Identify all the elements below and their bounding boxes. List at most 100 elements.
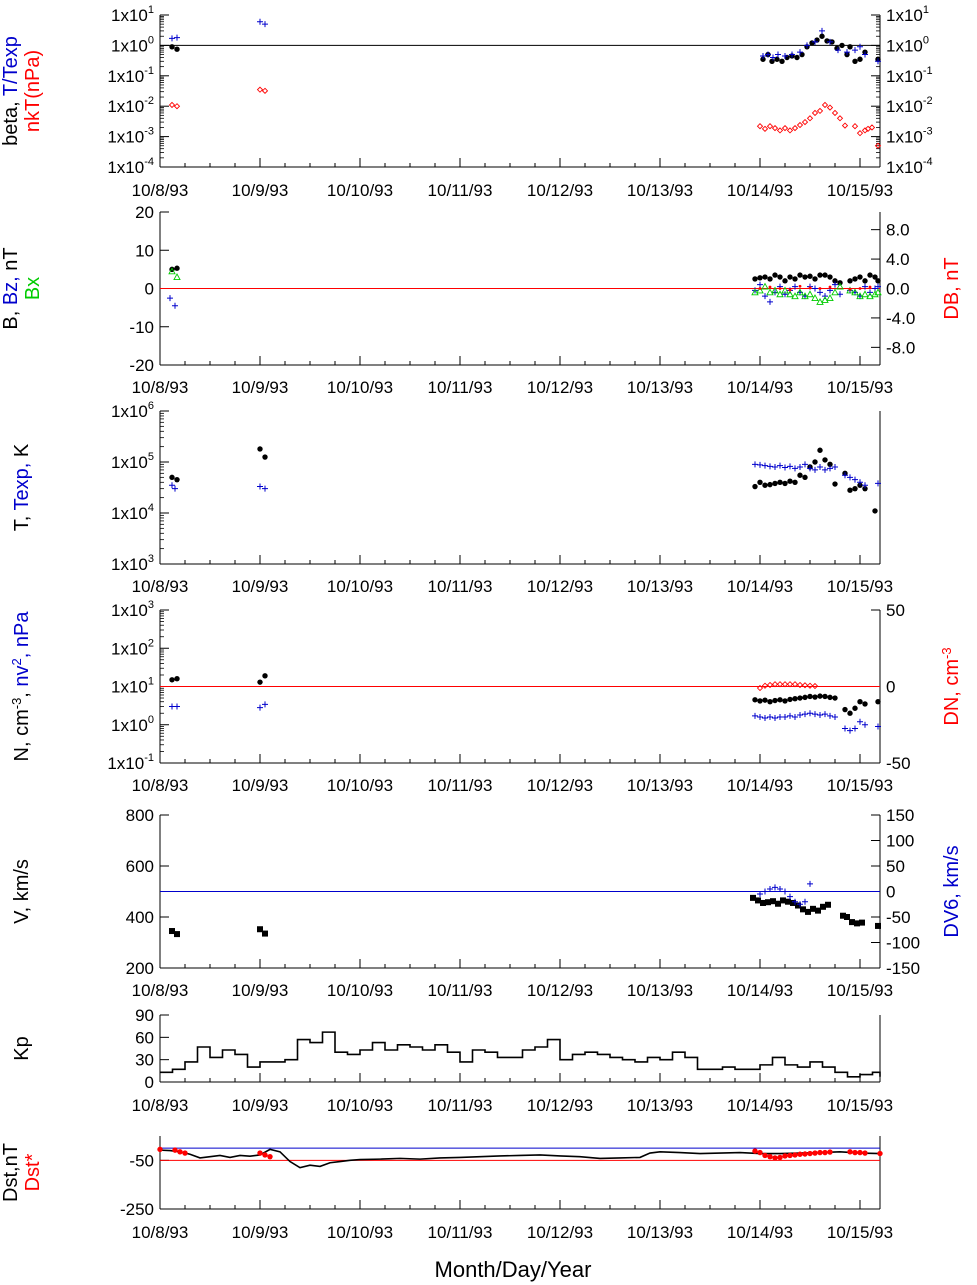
density-data-point [796, 681, 804, 689]
velocity-x-tick-label: 10/13/93 [627, 981, 693, 1000]
imf-data-point [167, 295, 173, 302]
beta-data-point [769, 58, 775, 64]
density-y-label-1: N, cm-3, nv2, nPa [9, 611, 33, 762]
temp-data-point [812, 459, 818, 465]
density-data-point [797, 711, 803, 718]
beta-y-tick-label: 1x10-2 [107, 95, 154, 116]
dst-data-point [787, 1152, 793, 1159]
beta-data-point [799, 51, 805, 58]
density-data-point [772, 715, 778, 722]
density-data-point [752, 697, 758, 703]
beta-data-point [789, 51, 795, 58]
kp-series-1 [160, 1031, 881, 1078]
beta-data-point [809, 40, 815, 46]
density-data-point [757, 698, 763, 704]
imf-data-point [172, 302, 178, 309]
imf-data-point [766, 288, 774, 296]
temp-data-point [875, 480, 881, 487]
temp-data-point [797, 472, 803, 478]
beta-x-tick-label: 10/8/93 [132, 181, 189, 200]
temp-data-point [169, 474, 175, 481]
beta-data-point [844, 49, 850, 56]
temp-data-point [817, 447, 823, 453]
beta-data-point [760, 56, 766, 62]
dst-data-point [762, 1152, 768, 1159]
imf-y2-tick-label: 4.0 [886, 250, 910, 269]
imf-y2-tick-label: -4.0 [886, 309, 915, 328]
temp-data-point [757, 479, 763, 485]
imf-data-point [862, 283, 868, 290]
beta-data-point [257, 18, 263, 25]
beta-data-point [262, 21, 268, 28]
imf-data-point [792, 276, 798, 282]
velocity-data-point [777, 885, 783, 892]
temp-data-point [847, 487, 853, 493]
temp-data-point [842, 472, 848, 479]
density-y-tick-label: 1x101 [111, 676, 154, 697]
dst-data-point [267, 1153, 273, 1160]
temp-data-point [847, 474, 853, 481]
imf-data-point [828, 285, 832, 289]
imf-data-point [782, 291, 788, 298]
density-data-point [857, 699, 863, 705]
imf-x-tick-label: 10/10/93 [327, 378, 393, 397]
density-data-point [801, 682, 809, 689]
density-data-point [797, 695, 803, 701]
density-data-point [771, 681, 779, 688]
velocity-data-point [805, 908, 811, 915]
beta-series-1 [169, 33, 881, 64]
dst-x-tick-label: 10/11/93 [428, 1223, 493, 1242]
density-data-point [761, 682, 769, 689]
velocity-data-point [807, 880, 813, 887]
velocity-data-point [802, 898, 808, 905]
imf-y2-label-1: DB, nT [941, 257, 963, 319]
imf-data-point [818, 287, 822, 290]
beta-data-point [779, 58, 785, 64]
temp-data-point [872, 508, 878, 514]
beta-data-point [771, 124, 779, 132]
density-data-point [842, 706, 848, 713]
temp-data-point [832, 481, 838, 487]
temp-x-tick-label: 10/13/93 [627, 577, 693, 596]
imf-data-point [782, 278, 788, 284]
x-axis-title: Month/Day/Year [435, 1257, 592, 1282]
velocity-data-point [815, 907, 821, 914]
beta-data-point [862, 51, 868, 58]
dst-data-point [817, 1149, 823, 1156]
imf-data-point [874, 288, 882, 296]
beta-data-point [775, 51, 781, 58]
temp-data-point [762, 482, 768, 488]
density-data-point [767, 713, 773, 720]
velocity-data-point [849, 919, 855, 926]
beta-data-point [168, 101, 176, 109]
imf-data-point [801, 292, 809, 300]
temp-data-point [762, 462, 768, 469]
density-data-point [781, 681, 789, 688]
temp-data-point [772, 480, 778, 487]
velocity-y2-tick-label: 150 [886, 806, 914, 825]
beta-data-point [868, 124, 876, 131]
imf-data-point [778, 287, 782, 290]
temp-y-label-1: T, Texp, K [11, 443, 33, 531]
temp-y-tick-label: 1x105 [111, 451, 154, 472]
density-x-tick-label: 10/8/93 [132, 776, 189, 795]
imf-data-point [762, 274, 768, 280]
density-data-point [777, 697, 783, 703]
density-y-tick-label: 1x103 [111, 599, 154, 620]
beta-x-tick-label: 10/9/93 [232, 181, 289, 200]
velocity-data-point [825, 901, 831, 908]
density-data-point [791, 681, 799, 688]
beta-y2-tick-label: 1x101 [886, 4, 929, 25]
density-data-point [782, 698, 788, 704]
temp-data-point [807, 465, 813, 472]
beta-data-point [821, 101, 829, 109]
beta-y-tick-label: 1x10-3 [107, 126, 154, 147]
density-data-point [811, 682, 819, 690]
imf-y-tick-label: -10 [129, 318, 154, 337]
imf-data-point [173, 273, 181, 280]
panel-kp: 10/8/93 10/9/93 10/10/93 10/11/93 10/12/93 10… [11, 1006, 893, 1115]
imf-data-point [826, 294, 834, 302]
density-data-point [762, 715, 768, 722]
beta-data-point [794, 54, 800, 61]
density-data-point [262, 673, 268, 679]
